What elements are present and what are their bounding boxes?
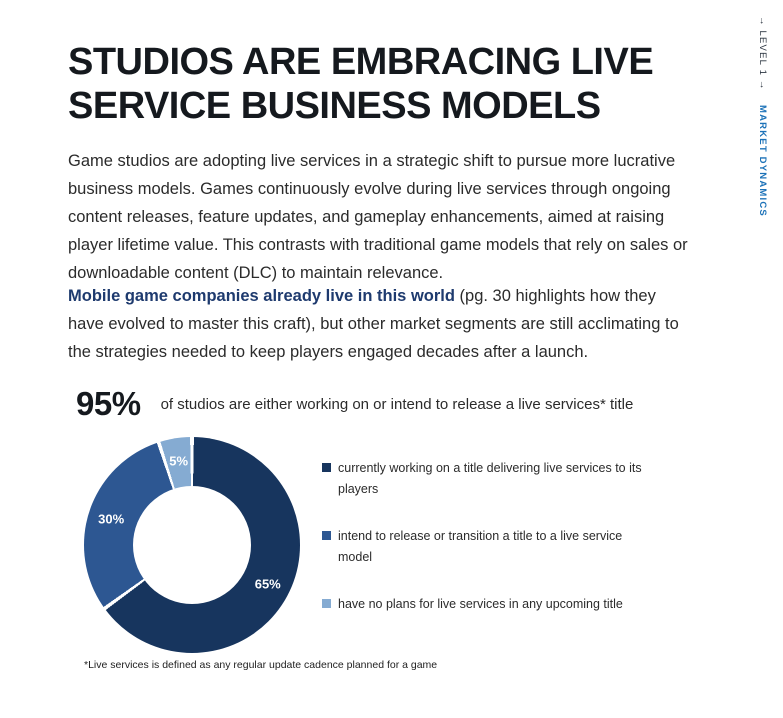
highlight-rest-text: (pg. 30 highlights how they have evolved… [68,287,679,361]
stat-value: 95% [76,385,141,422]
legend-marker-medium-blue [322,531,331,540]
donut-slice-label: 65% [254,576,281,592]
donut-slice-label: 5% [169,453,189,469]
level-label: → LEVEL 1 → [757,16,768,91]
legend-label: intend to release or transition a title … [338,529,623,564]
legend-item: have no plans for live services in any u… [322,594,652,615]
chart-legend: currently working on a title delivering … [322,458,652,641]
page-title-line1: STUDIOS ARE EMBRACING LIVE [68,41,654,83]
legend-item: intend to release or transition a title … [322,526,652,568]
legend-marker-light-blue [322,599,331,608]
section-label: MARKET DYNAMICS [757,105,768,218]
page-title: STUDIOS ARE EMBRACING LIVE SERVICE BUSINE… [68,40,654,128]
footnote: *Live services is defined as any regular… [84,659,438,671]
legend-label: currently working on a title delivering … [338,461,642,496]
page-side-rail: → LEVEL 1 → MARKET DYNAMICS [753,16,771,217]
legend-item: currently working on a title delivering … [322,458,652,500]
stat-description: of studios are either working on or inte… [160,395,634,413]
legend-marker-dark-navy [322,463,331,472]
legend-label: have no plans for live services in any u… [338,597,623,611]
intro-paragraph: Game studios are adopting live services … [68,152,688,282]
donut-chart: 65% 30% 5% [84,437,300,653]
page-title-line2: SERVICE BUSINESS MODELS [68,85,601,127]
stat-row: 95% of studios are either working on or … [76,385,633,423]
highlight-paragraph: Mobile game companies already live in th… [68,282,692,366]
highlight-bold-text: Mobile game companies already live in th… [68,287,455,305]
donut-slice-label: 30% [98,511,125,527]
